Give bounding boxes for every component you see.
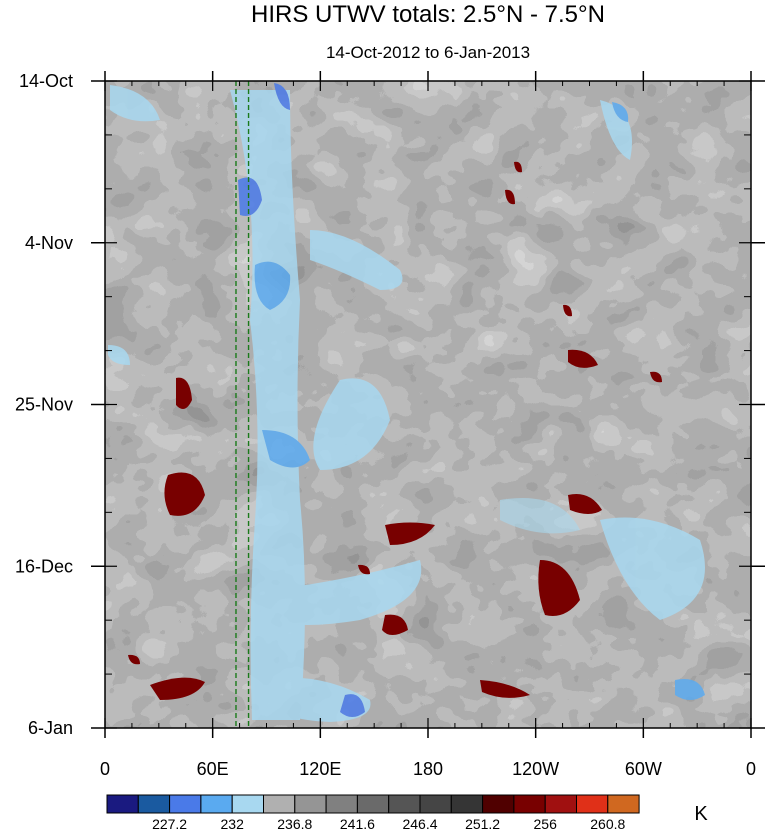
x-tick-label-6: 0 (746, 759, 756, 779)
moist-band-indian-ocean (230, 90, 305, 720)
colorbar-box-9 (388, 794, 421, 814)
moist-patch-2 (238, 177, 262, 216)
colorbar-box-5 (263, 794, 296, 814)
colorbar: 227.2 232 236.8 241.6 246.4 251.2 256 260.8 (106, 794, 640, 830)
moist-patch-11 (600, 517, 705, 620)
dry-patch-10 (514, 161, 522, 173)
dry-patch-9 (480, 680, 530, 698)
colorbar-box-2 (169, 794, 202, 814)
x-tick-label-3: 180 (413, 759, 443, 779)
dry-patch-6 (538, 560, 580, 616)
colorbar-label-7: 260.8 (590, 816, 625, 830)
moist-patch-1 (254, 261, 291, 310)
colorbar-unit-label: K (694, 803, 708, 825)
chart-subtitle: 14-Oct-2012 to 6-Jan-2013 (326, 43, 530, 62)
dry-patch-2 (150, 677, 205, 700)
moist-patch-10 (612, 102, 629, 122)
dry-patch-15 (358, 564, 370, 575)
dry-region (128, 161, 662, 700)
x-tick-label-2: 120E (299, 759, 341, 779)
plot-area (105, 81, 751, 728)
x-tick-label-5: 60W (625, 759, 662, 779)
dry-patch-11 (505, 189, 515, 205)
colorbar-label-4: 246.4 (402, 816, 437, 830)
data-field (105, 81, 751, 728)
colorbar-label-2: 236.8 (277, 816, 312, 830)
dry-patch-7 (568, 349, 598, 368)
colorbar-box-8 (356, 794, 390, 814)
moist-patch-8 (340, 694, 365, 717)
chart-title: HIRS UTWV totals: 2.5°N - 7.5°N (251, 1, 605, 28)
y-tick-label-0: 14-Oct (19, 71, 73, 91)
y-tick-label-2: 25-Nov (15, 395, 73, 415)
dry-patch-12 (563, 304, 572, 317)
y-tick-label-1: 4-Nov (25, 233, 73, 253)
dry-patch-13 (650, 371, 662, 383)
moist-patch-3 (310, 230, 403, 290)
colorbar-label-1: 232 (221, 816, 245, 830)
colorbar-label-6: 256 (534, 816, 558, 830)
colorbar-box-7 (325, 794, 358, 814)
colorbar-box-1 (137, 794, 171, 814)
dry-patch-3 (176, 377, 192, 409)
moist-patch-14 (108, 345, 130, 365)
colorbar-box-15 (576, 794, 609, 814)
colorbar-box-3 (200, 794, 233, 814)
colorbar-box-16 (607, 794, 640, 814)
colorbar-label-5: 251.2 (465, 816, 500, 830)
moist-patch-5 (262, 430, 310, 468)
colorbar-label-3: 241.6 (340, 816, 375, 830)
dry-patch-14 (128, 654, 140, 665)
colorbar-box-10 (419, 794, 452, 814)
moist-patch-4 (313, 378, 390, 470)
colorbar-box-11 (450, 794, 484, 814)
moist-patch-6 (270, 560, 422, 625)
dry-patch-5 (382, 614, 408, 635)
colorbar-box-6 (294, 794, 327, 814)
colorbar-label-0: 227.2 (152, 816, 187, 830)
colorbar-box-4 (231, 794, 264, 814)
moist-patch-16 (500, 498, 580, 534)
moist-patch-15 (274, 83, 290, 110)
colorbar-box-12 (482, 794, 515, 814)
dry-patch-1 (164, 472, 205, 516)
y-tick-label-3: 16-Dec (15, 556, 73, 576)
x-axis: 0 60E 120E 180 120W 60W 0 (100, 71, 756, 779)
dry-patch-4 (385, 522, 435, 545)
colorbar-box-14 (544, 794, 578, 814)
x-tick-label-0: 0 (100, 759, 110, 779)
colorbar-box-13 (513, 794, 546, 814)
x-tick-label-1: 60E (197, 759, 229, 779)
moist-patch-12 (675, 679, 705, 700)
y-axis: 14-Oct 4-Nov 25-Nov 16-Dec 6-Jan (15, 71, 765, 738)
colorbar-box-0 (106, 794, 139, 814)
y-tick-label-4: 6-Jan (28, 718, 73, 738)
moist-region (108, 83, 705, 722)
moist-patch-13 (110, 85, 160, 122)
x-tick-label-4: 120W (512, 759, 559, 779)
dry-patch-8 (568, 494, 602, 514)
reference-lines (235, 81, 250, 728)
